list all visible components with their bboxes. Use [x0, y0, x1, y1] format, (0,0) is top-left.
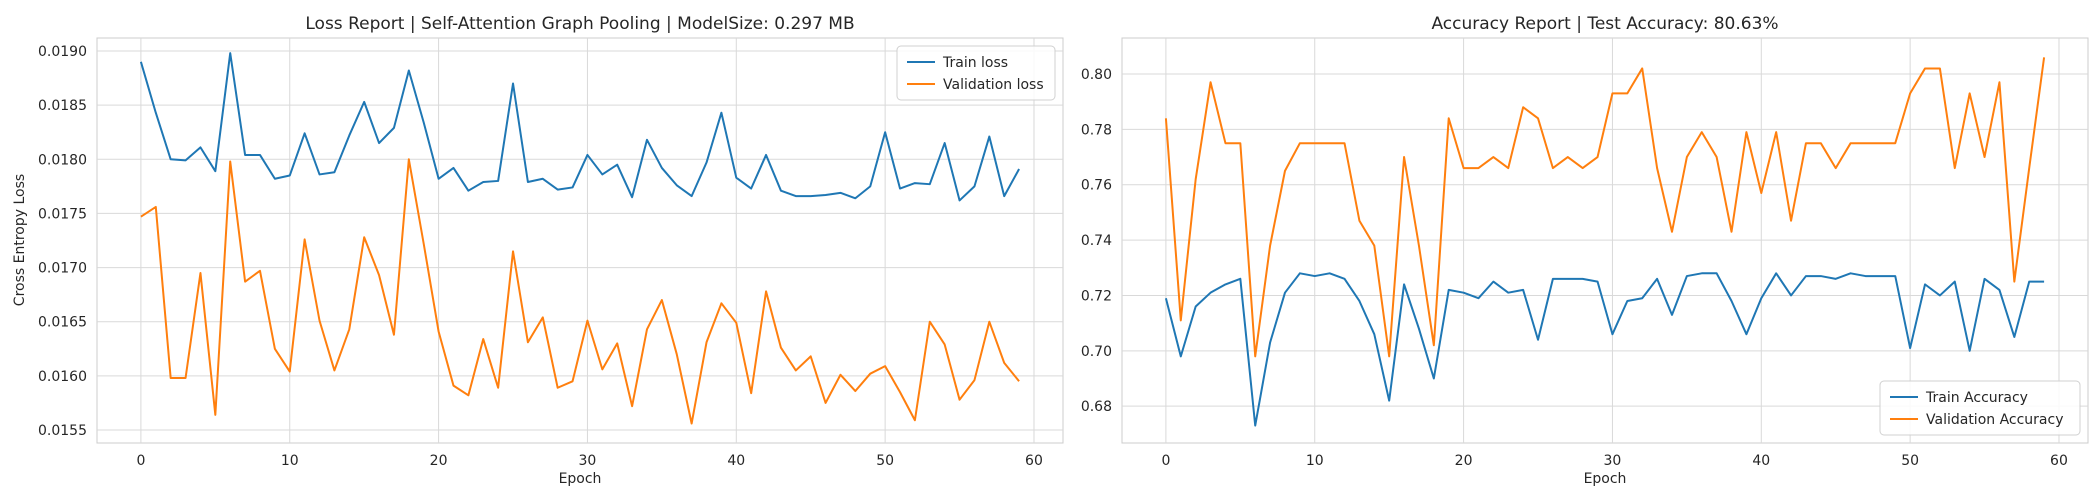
accuracy-x-tick-label: 60	[2050, 453, 2068, 469]
loss-x-tick-label: 20	[430, 453, 448, 469]
loss-y-axis-label: Cross Entropy Loss	[12, 174, 28, 306]
loss-legend-box	[896, 45, 1056, 101]
accuracy-y-tick-label: 0.70	[1081, 344, 1112, 360]
accuracy-x-tick-label: 10	[1306, 453, 1324, 469]
validation-accuracy-legend-label: Validation Accuracy	[1926, 412, 2064, 428]
loss-x-tick-label: 40	[727, 453, 745, 469]
accuracy-y-tick-label: 0.76	[1081, 178, 1112, 194]
accuracy-x-tick-label: 30	[1604, 453, 1622, 469]
accuracy-y-tick-label: 0.78	[1081, 122, 1112, 138]
train-accuracy-legend-label: Train Accuracy	[1925, 390, 2028, 406]
accuracy-y-tick-label: 0.80	[1081, 67, 1112, 83]
train-loss-line	[139, 52, 1020, 202]
loss-chart-title: Loss Report | Self-Attention Graph Pooli…	[305, 14, 854, 34]
accuracy-x-ticks: 0 10 20 30 40 50 60	[1161, 453, 2067, 469]
loss-y-tick-label: 0.0165	[38, 315, 87, 331]
validation-loss-line	[140, 158, 1020, 425]
loss-x-tick-label: 30	[579, 453, 597, 469]
accuracy-x-tick-label: 20	[1455, 453, 1473, 469]
loss-x-ticks: 0 10 20 30 40 50 60	[136, 453, 1042, 469]
loss-grid	[97, 38, 1063, 443]
accuracy-y-tick-label: 0.72	[1081, 288, 1112, 304]
accuracy-y-tick-label: 0.68	[1081, 399, 1112, 415]
loss-y-tick-label: 0.0170	[38, 261, 87, 277]
accuracy-y-ticks: 0.68 0.70 0.72 0.74 0.76 0.78 0.80	[1081, 67, 1112, 415]
loss-x-axis-label: Epoch	[559, 471, 602, 487]
loss-legend: Train loss Validation loss	[896, 45, 1056, 101]
accuracy-chart-title: Accuracy Report | Test Accuracy: 80.63%	[1431, 14, 1778, 34]
accuracy-x-tick-label: 40	[1752, 453, 1770, 469]
loss-y-tick-label: 0.0185	[38, 98, 87, 114]
accuracy-series	[1164, 57, 2046, 427]
accuracy-legend: Train Accuracy Validation Accuracy	[1879, 380, 2081, 436]
loss-x-tick-label: 10	[281, 453, 299, 469]
train-loss-legend-label: Train loss	[942, 55, 1008, 71]
accuracy-x-tick-label: 0	[1161, 453, 1170, 469]
loss-x-tick-label: 60	[1025, 453, 1043, 469]
loss-y-tick-label: 0.0190	[38, 44, 87, 60]
accuracy-y-tick-label: 0.74	[1081, 233, 1112, 249]
accuracy-legend-box	[1879, 380, 2081, 436]
accuracy-x-axis-label: Epoch	[1584, 471, 1627, 487]
accuracy-grid	[1122, 38, 2088, 443]
loss-x-tick-label: 50	[876, 453, 894, 469]
loss-y-tick-label: 0.0160	[38, 369, 87, 385]
loss-x-tick-label: 0	[136, 453, 145, 469]
loss-series	[139, 52, 1020, 425]
loss-y-tick-label: 0.0155	[38, 423, 87, 439]
accuracy-chart: 0 10 20 30 40 50 60 0.680.700.720.740.760.780.…	[1081, 14, 2089, 487]
loss-y-ticks: 0.0155 0.0160 0.0165 0.0170 0.0175 0.0180 0.01…	[38, 44, 87, 439]
train-accuracy-line	[1164, 272, 2045, 427]
validation-loss-legend-label: Validation loss	[943, 77, 1044, 93]
loss-y-tick-label: 0.0175	[38, 206, 87, 222]
loss-y-tick-label: 0.0180	[38, 152, 87, 168]
accuracy-x-tick-label: 50	[1901, 453, 1919, 469]
validation-accuracy-line	[1164, 57, 2046, 358]
loss-chart: 0 10 20 30 40 50 60 0.01550.01600.01650.01700.…	[12, 14, 1064, 487]
